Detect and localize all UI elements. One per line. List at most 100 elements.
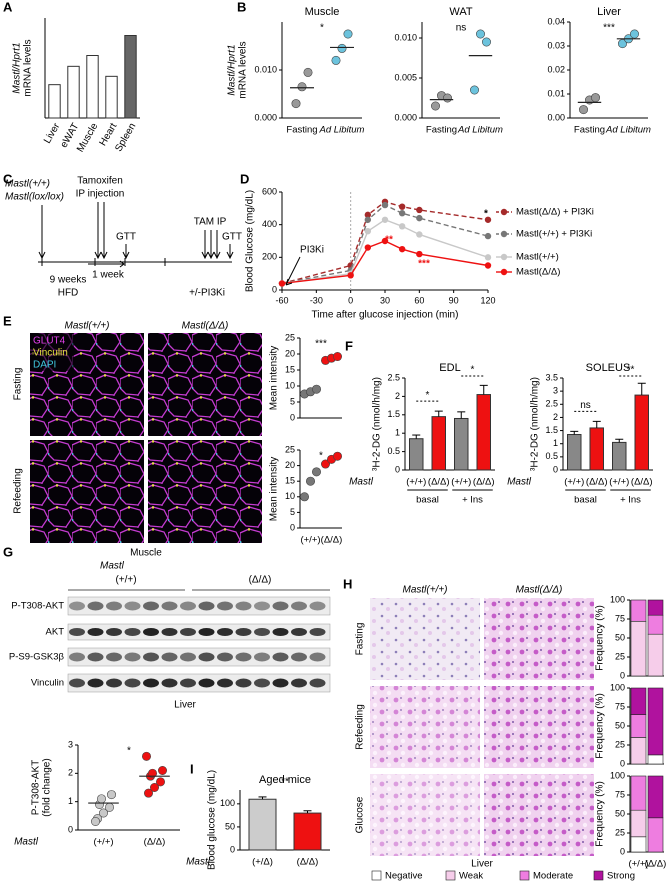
- diagram-text: GTT: [222, 232, 242, 243]
- blot-band: [124, 652, 141, 662]
- period-arrow: [88, 260, 125, 268]
- data-point: [398, 223, 406, 230]
- data-point: [99, 808, 109, 818]
- data-point: [484, 232, 492, 240]
- data-point: [484, 262, 492, 269]
- x-tick-label: Fasting: [426, 125, 457, 136]
- data-point: [303, 67, 313, 77]
- stack-segment: [630, 836, 647, 853]
- y-axis-label: mRNA levels: [238, 41, 249, 98]
- y-tick-label: 0.03: [547, 40, 565, 50]
- y-tick-label: 20: [285, 460, 295, 470]
- group-label: + Ins: [462, 495, 483, 506]
- y-tick-label: 75: [615, 789, 625, 799]
- blot-band: [106, 628, 122, 636]
- blot-band: [235, 628, 252, 636]
- legend-swatch: [445, 870, 456, 881]
- y-axis-label: mRNA levels: [23, 39, 34, 96]
- y-tick-label: 0: [553, 464, 558, 474]
- x-tick-label: 90: [449, 295, 459, 305]
- legend-marker: [500, 268, 508, 276]
- blot-band: [106, 601, 122, 611]
- legend-label: Mastl(Δ/Δ): [516, 267, 560, 278]
- x-tick-label: (+/+): [609, 477, 629, 488]
- data-point: [343, 29, 353, 39]
- blot-band: [272, 601, 289, 611]
- x-tick-label: (+/+): [628, 859, 648, 870]
- blot-band: [69, 678, 85, 688]
- y-tick-label: 3: [68, 739, 73, 749]
- x-tick-label: Ad Libitum: [457, 125, 503, 136]
- x-tick-label: (+/+): [564, 477, 584, 488]
- y-axis-label: Blood glucose (mg/dL): [207, 770, 218, 870]
- row-label: Mastl: [349, 477, 374, 488]
- data-point: [150, 782, 160, 792]
- y-tick-label: 25: [615, 651, 625, 661]
- blot-band: [69, 652, 85, 662]
- blot-band: [217, 628, 233, 636]
- bar: [124, 35, 137, 119]
- x-tick-label: (Δ/Δ): [321, 535, 343, 546]
- x-tick-label: 0: [348, 295, 353, 305]
- x-tick-label: (Δ/Δ): [297, 857, 319, 868]
- y-tick-label: 100: [220, 798, 235, 808]
- legend-label: Mastl(+/+): [516, 252, 559, 263]
- data-point: [311, 384, 321, 394]
- stack-segment: [630, 687, 647, 715]
- annotation: *: [319, 451, 323, 462]
- stack-segment: [647, 775, 664, 819]
- blot-band: [235, 601, 252, 611]
- blot-band: [87, 678, 104, 688]
- y-tick-label: 1.5: [387, 409, 400, 419]
- panel-e-images: [30, 333, 262, 543]
- annotation: PI3Ki: [300, 245, 324, 256]
- diagram-text: Mastl(+/+): [5, 179, 50, 190]
- bar: [454, 417, 469, 471]
- blot-band: [87, 628, 104, 636]
- group-label: (+/+): [115, 575, 136, 586]
- blot-band: [309, 678, 326, 688]
- group-label: basal: [416, 495, 439, 506]
- bar: [612, 441, 627, 471]
- annotation: *: [471, 365, 475, 376]
- y-tick-label: 0.01: [547, 88, 565, 98]
- diagram-text: +/-PI3Ki: [189, 288, 225, 299]
- y-tick-label: 50: [615, 720, 625, 730]
- y-tick-label: 15: [285, 364, 295, 374]
- blot-band: [309, 601, 326, 611]
- y-tick-label: 10: [285, 380, 295, 390]
- x-tick-label: Ad Libitum: [319, 125, 365, 136]
- blot-band: [124, 628, 141, 636]
- panel-letter: G: [3, 544, 13, 559]
- y-axis-label: Mean intensity: [269, 346, 280, 410]
- y-tick-label: 25: [285, 444, 295, 454]
- blot-band: [143, 652, 159, 662]
- data-point: [97, 794, 107, 804]
- histology: [370, 686, 480, 768]
- annotation: **: [627, 365, 635, 376]
- blot-label: AKT: [46, 627, 65, 638]
- data-point: [91, 816, 101, 826]
- label-backdrop: [30, 333, 74, 371]
- data-point: [381, 216, 389, 223]
- y-tick-label: 0.000: [254, 112, 277, 122]
- micrograph: [148, 333, 262, 436]
- y-tick-label: 3: [553, 386, 558, 396]
- histology: [484, 598, 594, 680]
- x-tick-label: (Δ/Δ): [586, 477, 608, 488]
- blot-band: [217, 601, 233, 611]
- bar: [567, 434, 582, 471]
- annotation: ***: [603, 23, 615, 34]
- data-point: [332, 352, 342, 362]
- blot-band: [217, 678, 233, 688]
- data-point: [381, 201, 389, 209]
- legend-label: Mastl(+/+) + PI3Ki: [516, 229, 592, 240]
- y-axis-label: Mean intensity: [269, 457, 280, 521]
- data-point: [398, 203, 406, 210]
- y-tick-label: 25: [615, 827, 625, 837]
- blot-band: [87, 652, 104, 662]
- data-point: [416, 206, 423, 214]
- x-tick-label: (Δ/Δ): [144, 837, 166, 848]
- data-point: [442, 93, 452, 103]
- blot-band: [180, 601, 196, 611]
